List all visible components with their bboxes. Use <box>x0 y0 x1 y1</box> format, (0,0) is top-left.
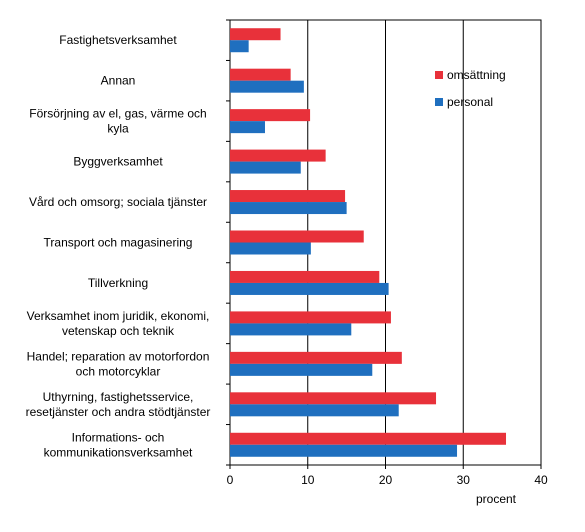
bar-omsattning-informations-och-kommunikationsverksamhet <box>230 432 507 445</box>
x-tick-label-0: 0 <box>227 473 234 487</box>
category-label-annan: Annan <box>101 74 136 88</box>
category-label-tillverkning: Tillverkning <box>88 276 148 290</box>
x-tick-label-30: 30 <box>457 473 471 487</box>
bar-personal-forsorjning-av-el-gas-varme-och-kyla <box>230 121 265 134</box>
bar-personal-transport-och-magasinering <box>230 242 311 255</box>
legend-label-omsattning: omsättning <box>447 68 506 82</box>
legend-label-personal: personal <box>447 95 493 109</box>
bar-personal-handel-reparation-av-motorfordon-och-motorcyklar <box>230 363 373 376</box>
bar-omsattning-handel-reparation-av-motorfordon-och-motorcyklar <box>230 351 402 364</box>
x-tick-label-10: 10 <box>301 473 315 487</box>
x-axis-title: procent <box>476 492 517 506</box>
category-label-fastighetsverksamhet: Fastighetsverksamhet <box>59 33 177 47</box>
legend: omsättning personal <box>435 68 506 109</box>
category-label-handel-reparation-av-motorfordon-och-motorcyklar: Handel; reparation av motorfordon och mot… <box>27 349 210 378</box>
x-axis: 0 10 20 30 40 <box>226 19 548 487</box>
category-labels-layer: Fastighetsverksamhet Annan Försörjning av … <box>26 33 211 459</box>
category-label-uthyrning-fastighetsservice-resetjanster-och-andra-stodtjanster: Uthyrning, fastighetsservice, resetjänste… <box>26 390 211 419</box>
legend-swatch-omsattning <box>435 71 443 79</box>
x-tick-label-20: 20 <box>379 473 393 487</box>
bar-omsattning-annan <box>230 68 291 81</box>
bar-omsattning-tillverkning <box>230 270 380 283</box>
bar-omsattning-transport-och-magasinering <box>230 230 364 243</box>
bar-omsattning-forsorjning-av-el-gas-varme-och-kyla <box>230 109 311 122</box>
category-label-informations-och-kommunikationsverksamhet: Informations- och kommunikationsverksamhe… <box>44 430 193 459</box>
bar-personal-verksamhet-inom-juridik-ekonomi-vetenskap-och-teknik <box>230 323 352 336</box>
bar-personal-annan <box>230 80 304 93</box>
category-label-byggverksamhet: Byggverksamhet <box>73 155 163 169</box>
bar-personal-vard-och-omsorg-sociala-tjanster <box>230 202 347 215</box>
category-label-vard-och-omsorg-sociala-tjanster: Vård och omsorg; sociala tjänster <box>29 195 207 209</box>
category-label-forsorjning-av-el-gas-varme-och-kyla: Försörjning av el, gas, värme och kyla <box>29 107 206 136</box>
category-label-verksamhet-inom-juridik-ekonomi-vetenskap-och-teknik: Verksamhet inom juridik, ekonomi, vetensk… <box>27 309 210 338</box>
bar-personal-tillverkning <box>230 282 389 295</box>
bar-personal-fastighetsverksamhet <box>230 40 249 53</box>
legend-swatch-personal <box>435 98 443 106</box>
bar-personal-byggverksamhet <box>230 161 301 174</box>
bars-layer <box>230 28 507 457</box>
bar-omsattning-byggverksamhet <box>230 149 326 162</box>
bar-omsattning-vard-och-omsorg-sociala-tjanster <box>230 190 346 203</box>
bar-personal-uthyrning-fastighetsservice-resetjanster-och-andra-stodtjanster <box>230 404 399 417</box>
x-tick-label-40: 40 <box>534 473 548 487</box>
bar-omsattning-uthyrning-fastighetsservice-resetjanster-och-andra-stodtjanster <box>230 392 437 405</box>
bar-personal-informations-och-kommunikationsverksamhet <box>230 444 458 457</box>
bar-omsattning-verksamhet-inom-juridik-ekonomi-vetenskap-och-teknik <box>230 311 391 324</box>
bar-omsattning-fastighetsverksamhet <box>230 28 281 41</box>
category-label-transport-och-magasinering: Transport och magasinering <box>44 236 193 250</box>
